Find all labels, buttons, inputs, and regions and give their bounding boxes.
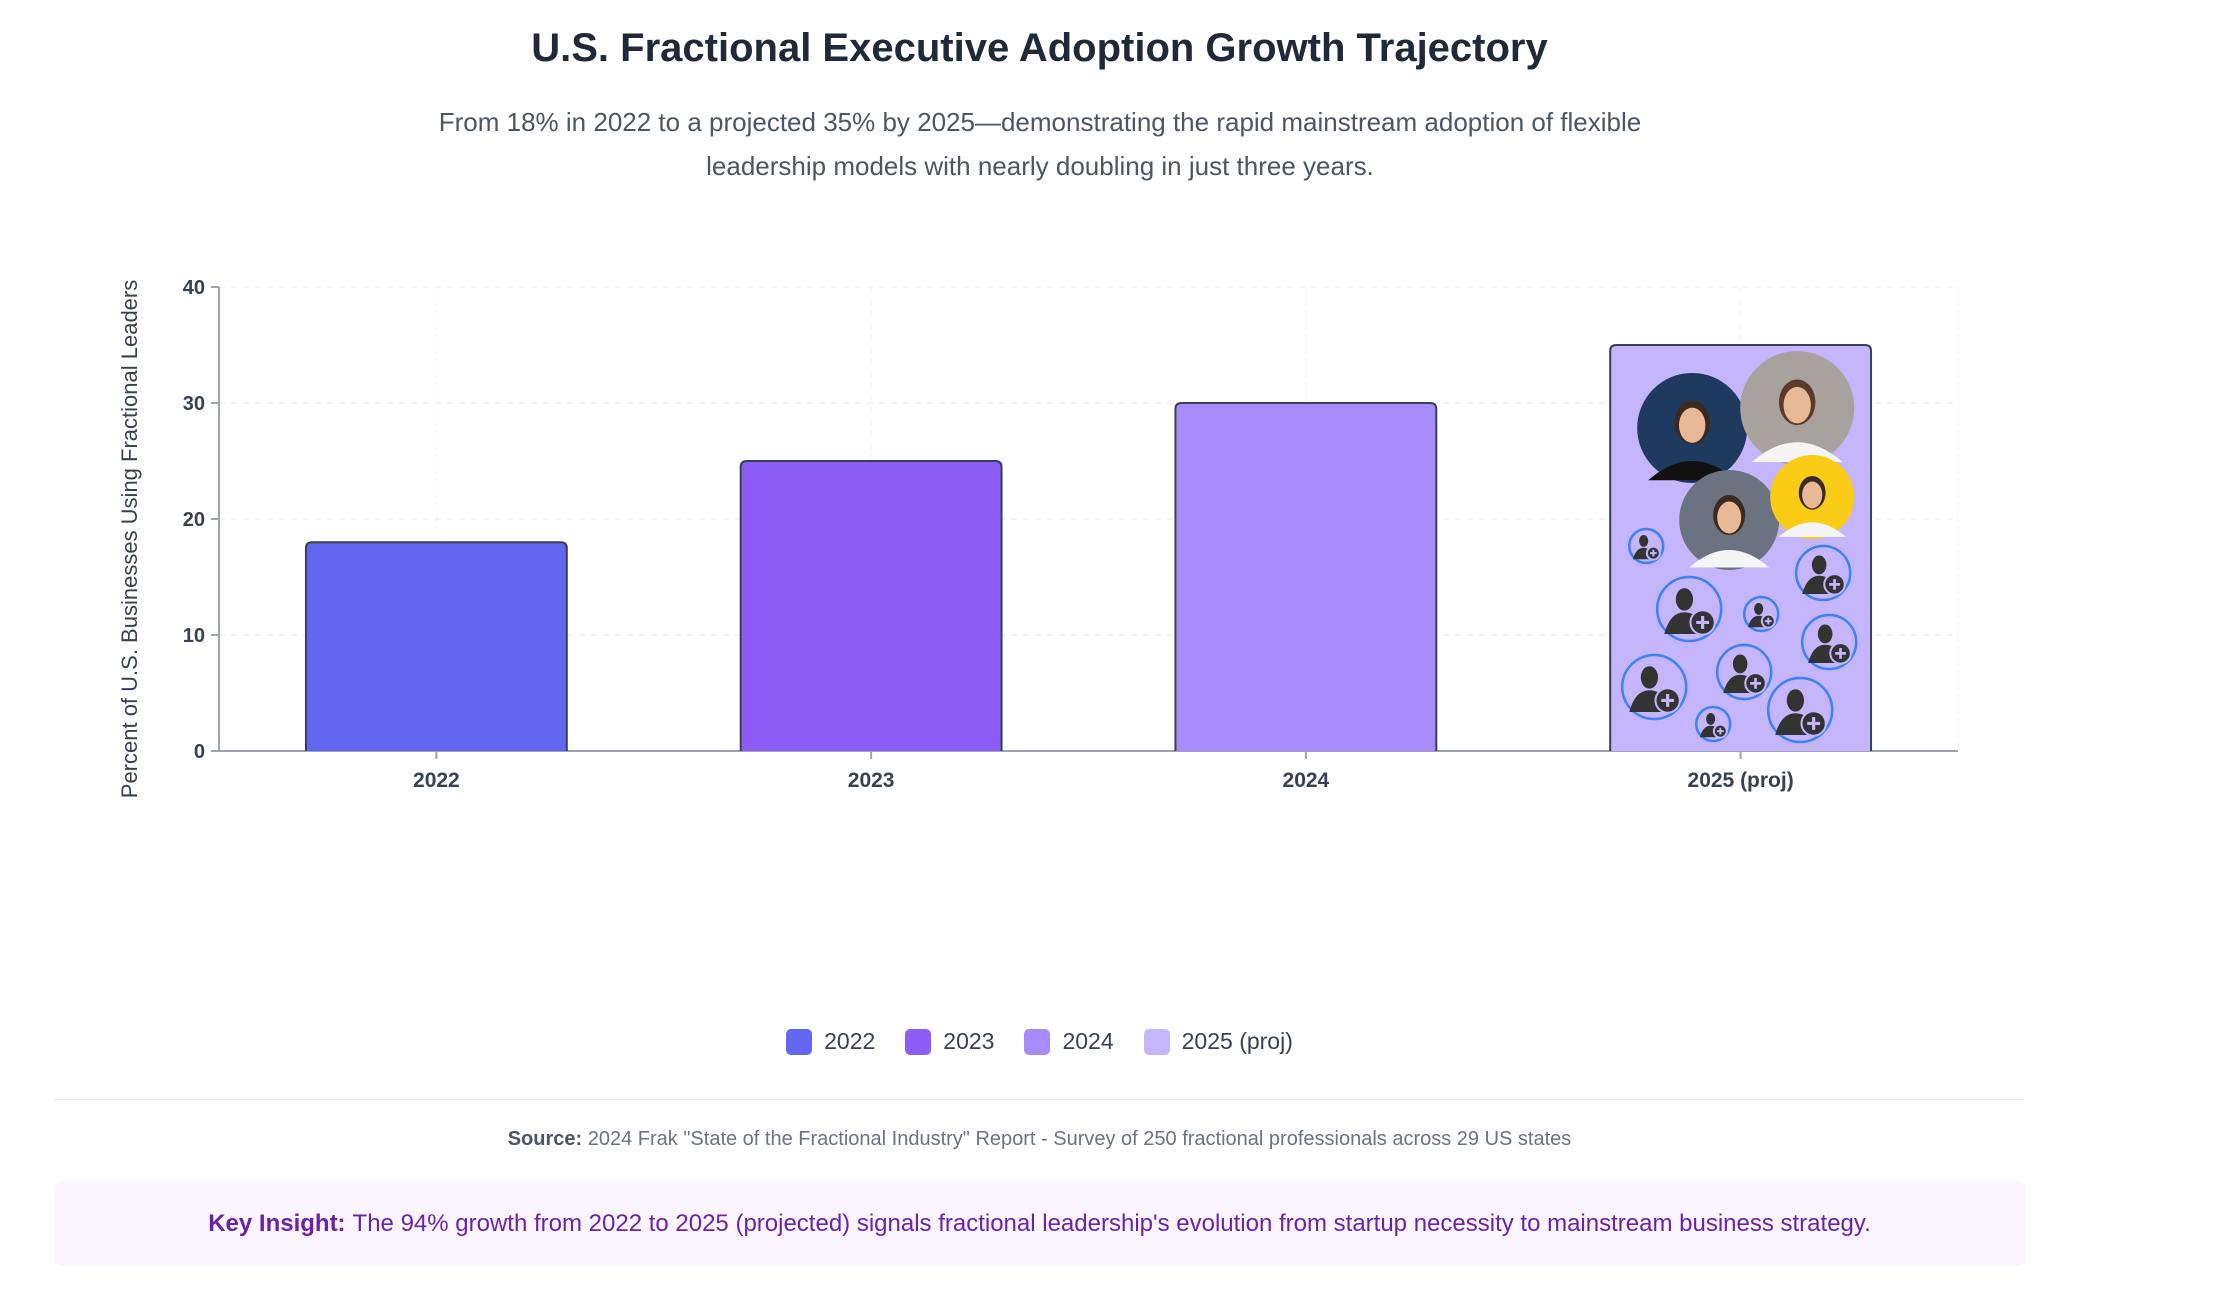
add-user-icon [1794, 544, 1852, 602]
photo-shoulders [1778, 522, 1846, 537]
chart-subtitle: From 18% in 2022 to a projected 35% by 2… [438, 107, 1642, 181]
icon-plus [1829, 578, 1840, 590]
add-user-icon [1627, 527, 1665, 565]
portrait-photo [1740, 351, 1855, 465]
icon-plus [1661, 694, 1675, 707]
icon-plus [1764, 617, 1772, 625]
portrait-photo [1679, 470, 1780, 570]
bar-2022 [304, 541, 568, 751]
source-text: 2024 Frak "State of the Fractional Indus… [587, 1128, 1572, 1150]
divider [54, 1099, 2025, 1100]
icon-ring [1620, 653, 1688, 721]
y-tick-label: 10 [183, 625, 205, 647]
y-tick-label: 0 [194, 741, 205, 763]
photo-shoulders [1689, 550, 1770, 568]
x-tick-label: 2022 [413, 769, 460, 792]
bar-2024 [1174, 402, 1438, 751]
add-user-icon [1655, 575, 1723, 643]
legend-item[interactable]: 2025 (proj) [1143, 1028, 1293, 1055]
add-user-icon [1800, 613, 1858, 671]
chart-title: U.S. Fractional Executive Adoption Growt… [531, 26, 1548, 70]
legend-swatch [905, 1028, 932, 1055]
icon-head [1675, 588, 1694, 611]
portrait-photo [1637, 373, 1748, 483]
icon-head [1811, 555, 1827, 575]
photo-face [1783, 386, 1811, 424]
add-user-icon [1766, 676, 1834, 744]
icon-ring [1655, 575, 1723, 643]
add-user-icon [1620, 653, 1688, 721]
legend-item[interactable]: 2022 [786, 1028, 875, 1055]
x-tick-label: 2024 [1283, 769, 1330, 792]
icon-plus [1835, 647, 1846, 659]
icon-head [1640, 666, 1659, 689]
add-user-icon [1694, 705, 1732, 743]
photo-face [1679, 407, 1706, 443]
icon-ring [1627, 527, 1665, 565]
legend-item[interactable]: 2024 [1024, 1028, 1114, 1055]
icon-ring [1794, 544, 1852, 602]
legend-label: 2022 [824, 1028, 876, 1054]
icon-ring [1694, 705, 1732, 743]
icon-head [1706, 712, 1716, 725]
icon-head [1817, 624, 1833, 644]
bar-chart: 0 10 20 30 40 Percent of U.S. Businesses Usin… [117, 277, 1959, 798]
source-label: Source: [507, 1128, 583, 1150]
portrait-photo [1770, 455, 1855, 539]
icon-ring [1800, 613, 1858, 671]
legend-swatch [786, 1028, 813, 1055]
icon-ring [1742, 595, 1780, 633]
legend-swatch [1143, 1028, 1170, 1055]
legend-item[interactable]: 2023 [905, 1028, 994, 1055]
icon-plus [1750, 677, 1761, 689]
chart-legend: 2022 2023 2024 2025 (proj) [0, 1028, 2079, 1055]
key-insight-box: Key Insight: The 94% growth from 2022 to … [54, 1181, 2025, 1266]
photo-face [1802, 481, 1823, 509]
y-tick-label: 30 [183, 393, 205, 415]
x-tick-label: 2023 [848, 769, 895, 792]
source-note: Source: 2024 Frak "State of the Fraction… [0, 1128, 2079, 1151]
icon-plus [1807, 717, 1821, 730]
y-tick-label: 40 [183, 277, 205, 299]
insight-label: Key Insight: [208, 1209, 346, 1237]
legend-label: 2024 [1062, 1028, 1114, 1054]
y-tick-label: 20 [183, 509, 205, 531]
insight-text: The 94% growth from 2022 to 2025 (projec… [352, 1209, 1871, 1237]
icon-head [1732, 654, 1748, 674]
legend-label: 2025 (proj) [1181, 1028, 1293, 1054]
y-axis-label: Percent of U.S. Businesses Using Fractio… [117, 280, 142, 798]
icon-head [1786, 689, 1805, 712]
x-tick-label: 2025 (proj) [1688, 769, 1794, 792]
icon-plus [1696, 616, 1710, 629]
icon-ring [1766, 676, 1834, 744]
add-user-icon [1742, 595, 1780, 633]
bar-2023 [739, 460, 1003, 751]
icon-plus [1649, 549, 1657, 557]
photo-face [1717, 501, 1742, 534]
icon-plus [1716, 727, 1724, 735]
add-user-icon [1715, 643, 1773, 701]
icon-head [1639, 534, 1649, 547]
icon-head [1754, 602, 1764, 615]
icon-ring [1715, 643, 1773, 701]
legend-swatch [1024, 1028, 1051, 1055]
legend-label: 2023 [943, 1028, 995, 1054]
